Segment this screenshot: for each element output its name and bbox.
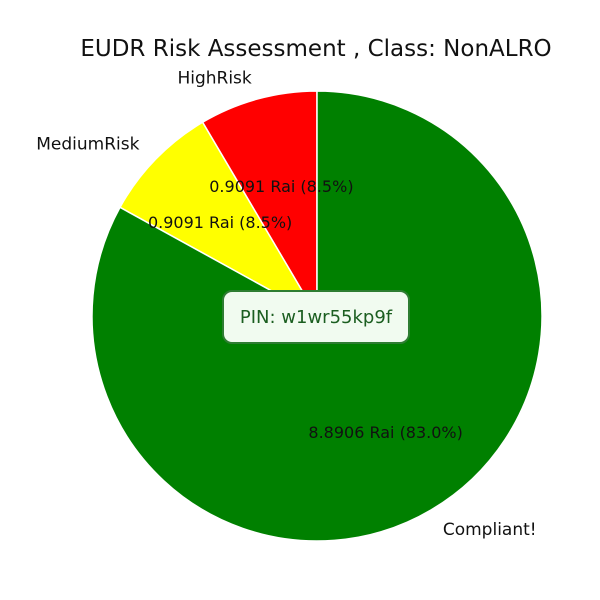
pin-badge: PIN: w1wr55kp9f — [222, 290, 410, 344]
pin-text: PIN: w1wr55kp9f — [239, 306, 393, 328]
chart-title: EUDR Risk Assessment , Class: NonALRO — [80, 36, 551, 62]
pie-slice-highrisk — [201, 90, 318, 319]
slice-label-mediumrisk: MediumRisk — [36, 135, 139, 155]
slice-value-label-compliant: 8.8906 Rai (83.0%) — [308, 423, 462, 442]
slice-label-compliant: Compliant! — [443, 520, 537, 540]
pie-labels: HighRisk 0.9091 Rai (8.5%) MediumRisk 0.909… — [36, 68, 536, 540]
slice-value-label-highrisk: 0.9091 Rai (8.5%) — [209, 177, 353, 196]
pie-slice-compliant — [91, 90, 543, 542]
slice-value-label-mediumrisk: 0.9091 Rai (8.5%) — [148, 213, 292, 232]
pie-slice-mediumrisk — [118, 121, 320, 318]
pie-slices — [91, 90, 543, 542]
slice-label-highrisk: HighRisk — [177, 68, 251, 88]
